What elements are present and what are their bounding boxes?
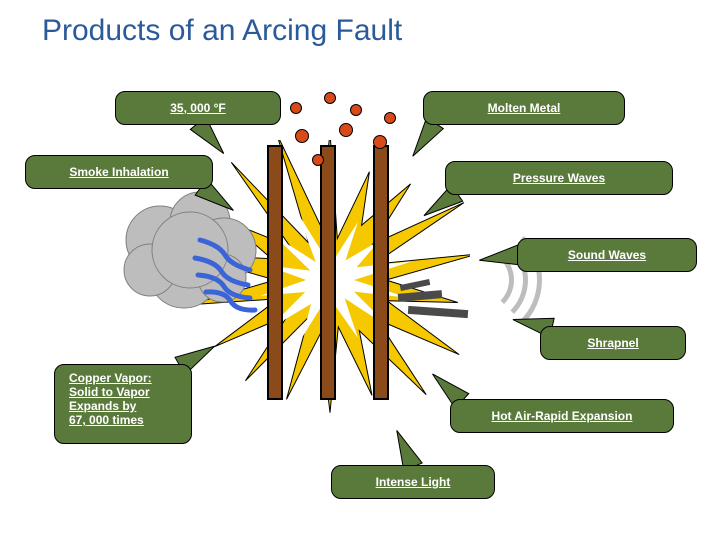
molten-dot [339,123,353,137]
callout-shrapnel: Shrapnel [540,326,686,360]
callout-text: Pressure Waves [513,171,605,185]
callout-pressure: Pressure Waves [445,161,673,195]
page-title: Products of an Arcing Fault [42,14,402,48]
callout-text: Hot Air-Rapid Expansion [492,409,633,423]
callout-line: Expands by [69,399,152,413]
callout-text: Molten Metal [488,101,561,115]
busbar [267,145,283,400]
callout-text: Shrapnel [587,336,638,350]
callout-molten-metal: Molten Metal [423,91,625,125]
callout-text: 35, 000 °F [170,101,226,115]
callout-temperature: 35, 000 °F [115,91,281,125]
molten-dot [312,154,324,166]
molten-dot [295,129,309,143]
molten-dot [384,112,396,124]
callout-line: Solid to Vapor [69,385,152,399]
callout-text: Smoke Inhalation [69,165,168,179]
callout-line: 67, 000 times [69,413,152,427]
callout-hot-air: Hot Air-Rapid Expansion [450,399,674,433]
callout-text: Sound Waves [568,248,646,262]
callout-sound: Sound Waves [517,238,697,272]
busbar [320,145,336,400]
callout-copper-vapor: Copper Vapor: Solid to Vapor Expands by … [54,364,192,444]
callout-text: Intense Light [376,475,451,489]
callout-line: Copper Vapor: [69,371,152,385]
callout-smoke: Smoke Inhalation [25,155,213,189]
molten-dot [324,92,336,104]
callout-intense-light: Intense Light [331,465,495,499]
molten-dot [290,102,302,114]
molten-dot [373,135,387,149]
molten-dot [350,104,362,116]
sound-arc [418,218,542,342]
busbar [373,145,389,400]
